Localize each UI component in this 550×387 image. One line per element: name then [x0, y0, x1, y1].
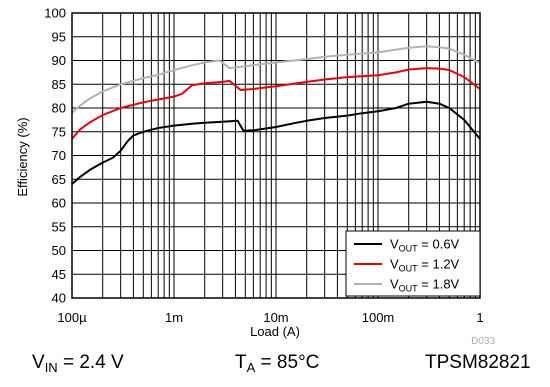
series-line-2	[71, 67, 481, 140]
legend-entry-1: VOUT = 0.6V	[390, 237, 460, 254]
x-tick-label: 10m	[263, 310, 288, 325]
plot-frame	[71, 12, 481, 299]
ambient-temperature-condition: TA = 85°C	[235, 352, 320, 375]
y-tick-label: 100	[44, 6, 66, 21]
x-tick-label: 100µ	[57, 310, 87, 325]
figure-id: D033	[471, 336, 495, 347]
y-tick-label: 45	[52, 267, 66, 282]
y-tick-label: 85	[52, 77, 66, 92]
y-axis-label: Efficiency (%)	[15, 117, 30, 196]
x-axis-label: Load (A)	[250, 324, 300, 339]
y-tick-label: 75	[52, 124, 66, 139]
y-tick-label: 40	[52, 291, 66, 306]
series-line-1	[71, 100, 481, 185]
y-tick-label: 90	[52, 53, 66, 68]
series-lines	[71, 45, 481, 185]
y-tick-label: 95	[52, 29, 66, 44]
x-tick-labels: 100µ 1m 10m 100m 1	[57, 310, 483, 325]
legend-entry-3: VOUT = 1.8V	[390, 277, 460, 294]
legend: VOUT = 0.6V VOUT = 1.2V VOUT = 1.8V	[345, 230, 481, 297]
y-tick-label: 60	[52, 196, 66, 211]
y-tick-label: 55	[52, 219, 66, 234]
legend-entry-2: VOUT = 1.2V	[390, 257, 460, 274]
x-tick-label: 100m	[362, 310, 395, 325]
series-line-3	[71, 45, 481, 114]
y-tick-labels: 40 45 50 55 60 65 70 75 80 85 90 95 100	[44, 6, 66, 306]
part-number: TPSM82821	[425, 352, 531, 373]
y-tick-label: 80	[52, 101, 66, 116]
y-tick-label: 65	[52, 172, 66, 187]
y-tick-label: 70	[52, 148, 66, 163]
input-voltage-condition: VIN = 2.4 V	[32, 352, 124, 375]
x-tick-label: 1m	[165, 310, 183, 325]
y-tick-label: 50	[52, 243, 66, 258]
x-tick-label: 1	[476, 310, 483, 325]
